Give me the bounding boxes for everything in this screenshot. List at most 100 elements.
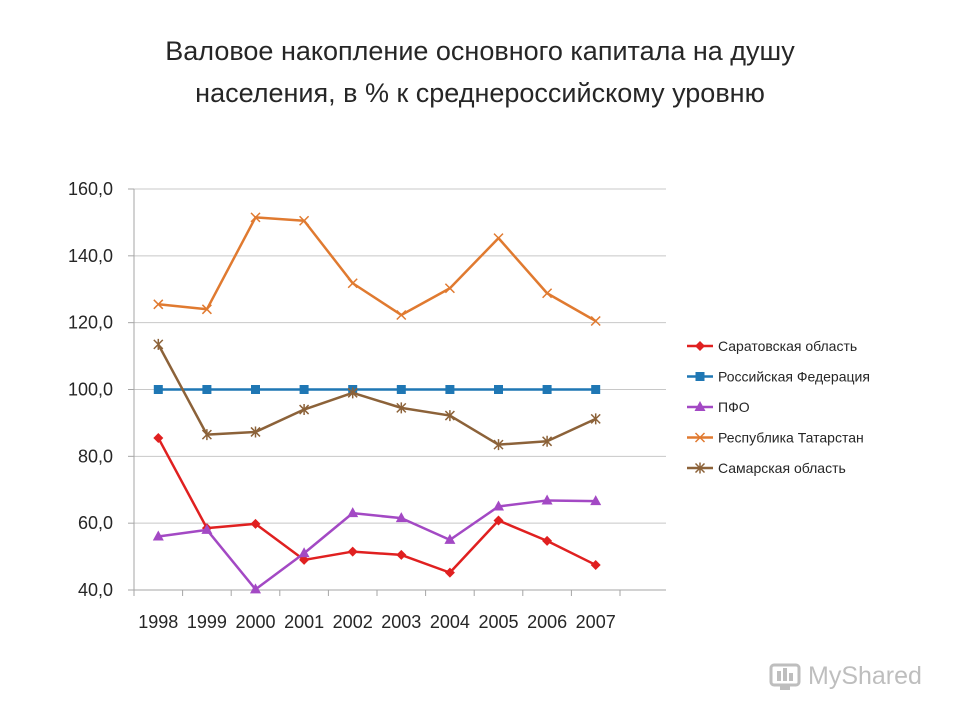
- data-point: [541, 494, 553, 505]
- series-3: [152, 494, 602, 594]
- legend-item: ПФО: [687, 399, 750, 415]
- series-1: [153, 432, 601, 578]
- axes: [128, 188, 666, 596]
- data-point: [347, 387, 358, 399]
- series-line: [157, 437, 597, 574]
- data-point: [202, 385, 212, 394]
- data-point: [590, 413, 601, 425]
- legend-marker: [694, 432, 706, 443]
- data-point: [299, 554, 310, 565]
- data-point: [493, 439, 504, 451]
- data-point: [590, 315, 601, 327]
- data-point: [153, 338, 164, 350]
- legend: Саратовская область Российская Федерация П…: [687, 338, 870, 476]
- data-point: [250, 212, 261, 223]
- legend-item: Саратовская область: [687, 338, 857, 354]
- data-point: [542, 288, 553, 299]
- x-tick-label: 2002: [333, 612, 373, 632]
- series-line: [157, 343, 597, 446]
- watermark-text: MyShared: [808, 661, 922, 690]
- legend-label: ПФО: [718, 399, 750, 415]
- data-point: [201, 523, 213, 534]
- data-point: [493, 515, 504, 526]
- data-point: [201, 429, 212, 441]
- data-point: [493, 500, 504, 511]
- x-tick-label: 2003: [381, 612, 421, 632]
- series-5: [153, 338, 601, 451]
- data-point: [153, 299, 164, 310]
- x-tick-label: 1998: [138, 612, 178, 632]
- legend-marker: [695, 341, 705, 351]
- x-tick-label: 2005: [478, 612, 518, 632]
- y-tick-label: 160,0: [68, 179, 113, 199]
- data-point: [542, 535, 553, 546]
- data-point: [444, 533, 456, 544]
- series-line: [158, 216, 597, 323]
- series-2: [153, 385, 601, 394]
- data-point: [494, 385, 503, 394]
- x-tick-label: 2000: [235, 612, 275, 632]
- x-tick-label: 2006: [527, 612, 567, 632]
- data-point: [542, 385, 552, 394]
- y-tick-label: 120,0: [68, 313, 113, 333]
- data-point: [347, 278, 358, 289]
- series-line: [158, 499, 596, 591]
- legend-item: Самарская область: [687, 460, 846, 476]
- data-point: [347, 507, 359, 518]
- data-point: [590, 559, 601, 570]
- y-tick-label: 60,0: [78, 513, 113, 533]
- myshared-logo-icon: [769, 663, 801, 690]
- legend-item: Республика Татарстан: [687, 430, 864, 446]
- y-tick-label: 40,0: [78, 580, 113, 600]
- data-point: [493, 233, 504, 244]
- x-tick-label: 2007: [576, 612, 616, 632]
- x-tick-label: 2001: [284, 612, 324, 632]
- data-point: [444, 410, 455, 422]
- data-point: [542, 435, 553, 447]
- data-point: [201, 304, 212, 315]
- data-point: [395, 512, 407, 523]
- data-point: [591, 385, 601, 394]
- data-point: [299, 404, 310, 416]
- legend-label: Республика Татарстан: [718, 430, 864, 446]
- series-4: [153, 212, 601, 327]
- data-point: [153, 385, 163, 394]
- legend-marker: [694, 462, 706, 474]
- data-point: [250, 518, 261, 529]
- series-lines: [152, 212, 602, 594]
- data-point: [152, 530, 164, 541]
- legend-label: Самарская область: [718, 460, 846, 476]
- title-line-2: населения, в % к среднероссийскому уровн…: [195, 78, 765, 108]
- data-point: [299, 385, 309, 394]
- data-point: [590, 495, 602, 506]
- x-tick-label: 2004: [430, 612, 470, 632]
- data-point: [250, 426, 261, 438]
- data-point: [396, 309, 407, 321]
- legend-item: Российская Федерация: [687, 369, 870, 385]
- data-point: [445, 385, 455, 394]
- legend-marker: [694, 401, 706, 411]
- data-point: [396, 385, 406, 394]
- data-point: [298, 547, 310, 558]
- data-point: [250, 583, 261, 594]
- data-point: [251, 385, 260, 394]
- y-tick-label: 80,0: [78, 446, 113, 466]
- data-point: [347, 546, 358, 557]
- legend-label: Российская Федерация: [718, 369, 870, 385]
- data-point: [396, 549, 407, 560]
- legend-label: Саратовская область: [718, 338, 857, 354]
- y-tick-label: 140,0: [68, 246, 113, 266]
- slide-title: Валовое накопление основного капитала на…: [60, 30, 900, 114]
- tick-labels: 40,0 60,0 80,0 100,0 120,0 140,0 160,0 1998 1999…: [68, 179, 616, 632]
- y-tick-label: 100,0: [68, 380, 113, 400]
- legend-marker: [695, 372, 705, 381]
- data-point: [444, 283, 455, 294]
- data-point: [444, 567, 455, 578]
- watermark: MyShared: [768, 656, 922, 696]
- x-tick-label: 1999: [187, 612, 227, 632]
- data-point: [396, 402, 407, 414]
- data-point: [153, 432, 164, 443]
- title-line-1: Валовое накопление основного капитала на…: [165, 36, 795, 66]
- data-point: [299, 215, 310, 226]
